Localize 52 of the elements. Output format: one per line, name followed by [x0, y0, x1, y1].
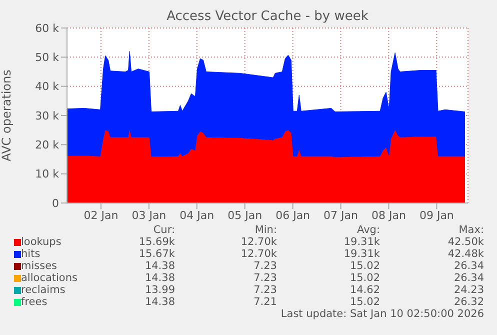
y-tick-label: 10 k	[35, 168, 60, 181]
text: 26.32	[452, 296, 484, 308]
text: 7.23	[252, 260, 277, 272]
text: 26.34	[452, 272, 484, 284]
text: 12.70k	[240, 236, 277, 248]
text: 26.34	[452, 260, 484, 272]
text: 14.38	[144, 260, 175, 272]
x-tick-label: 08 Jan	[372, 208, 406, 222]
y-tick-label: 60 k	[35, 22, 60, 35]
text: Min:	[254, 224, 277, 236]
text: 19.31k	[342, 248, 380, 260]
text: Max:	[458, 224, 484, 236]
text: 42.48k	[446, 248, 484, 260]
legend-label: lookups	[21, 236, 62, 248]
y-tick-label: 40 k	[35, 80, 60, 94]
text: 7.23	[252, 284, 277, 296]
text: 15.67k	[138, 248, 175, 260]
text: Last update: Sat Jan 10 02:50:00 2026	[280, 308, 484, 320]
text: 7.21	[252, 296, 277, 308]
x-tick-label: 05 Jan	[228, 208, 262, 222]
text: 42.50k	[446, 236, 484, 248]
y-tick-label: 20 k	[35, 138, 60, 152]
text: 24.23	[452, 284, 484, 296]
legend-label: reclaims	[21, 284, 66, 296]
y-tick-label: 50 k	[35, 51, 60, 64]
legend-label: misses	[21, 260, 58, 272]
text: Avg:	[356, 224, 380, 236]
text: 15.02	[348, 296, 380, 308]
chart-title: Access Vector Cache - by week	[166, 9, 370, 24]
legend-label: hits	[21, 248, 40, 260]
x-tick-label: 07 Jan	[324, 208, 358, 222]
x-tick-label: 06 Jan	[276, 208, 310, 222]
y-tick-label: 0	[52, 196, 59, 210]
text: 12.70k	[240, 248, 277, 260]
text: 15.02	[348, 260, 380, 272]
legend-label: allocations	[21, 272, 78, 284]
x-tick-label: 04 Jan	[180, 208, 214, 222]
x-tick-label: 09 Jan	[419, 208, 454, 222]
x-tick-label: 03 Jan	[132, 208, 166, 222]
text: 13.99	[144, 284, 175, 296]
text: 15.02	[348, 272, 380, 284]
legend-label: frees	[21, 296, 48, 308]
text: 19.31k	[342, 236, 380, 248]
text: 7.23	[252, 272, 277, 284]
text: 14.38	[144, 296, 175, 308]
y-axis-title: AVC operations	[0, 70, 14, 162]
text: 15.69k	[138, 236, 175, 248]
y-tick-label: 30 k	[35, 109, 60, 122]
text: 14.38	[144, 272, 175, 284]
text: Cur:	[152, 224, 175, 236]
x-tick-label: 02 Jan	[84, 208, 118, 222]
text: 14.62	[348, 284, 380, 296]
